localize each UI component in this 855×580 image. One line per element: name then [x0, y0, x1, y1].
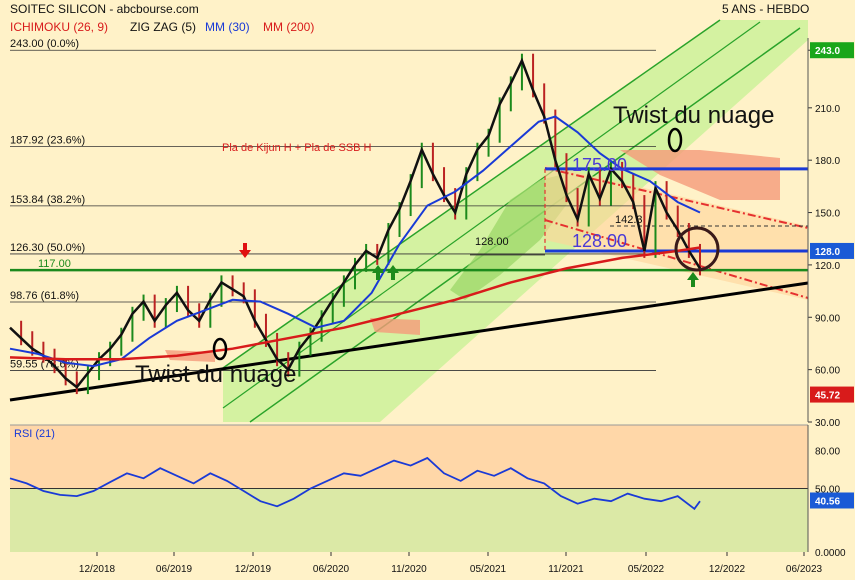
x-tick-label-4: 11/2020	[391, 564, 427, 575]
rsi-upper-zone	[10, 425, 808, 489]
fib-label-2: 153.84 (38.2%)	[10, 194, 85, 206]
chart-period: 5 ANS - HEBDO	[722, 2, 810, 16]
ichimoku-cloud-green	[450, 175, 570, 300]
downtrend-lower	[544, 219, 809, 299]
support-117-label: 117.00	[38, 258, 71, 270]
level-175-label: 175.00	[572, 155, 627, 175]
y-tick-label-2: 180.0	[815, 156, 840, 167]
sell-arrow	[239, 243, 251, 258]
price-marker-last: 128.0	[815, 247, 840, 258]
rsi-tick-label-0: 80.00	[815, 446, 840, 457]
x-tick-label-7: 05/2022	[628, 564, 665, 575]
rsi-tick-label-2: 0.0000	[815, 548, 846, 559]
long-trendline	[9, 281, 809, 402]
legend-mm30: MM (30)	[205, 20, 250, 34]
x-tick-label-2: 12/2019	[235, 564, 272, 575]
y-tick-label-6: 60.00	[815, 366, 840, 377]
price-marker-low-bg	[810, 386, 854, 403]
annotation-kijun: Pla de Kijun H + Pla de SSB H	[222, 142, 372, 154]
mm200-line	[9, 246, 701, 361]
rsi-tick-label-1: 50.00	[815, 485, 840, 496]
ichimoku-cloud-red-2	[370, 318, 420, 335]
buy-arrow-1	[372, 265, 384, 280]
buy-arrow-3	[687, 272, 699, 287]
price-marker-high: 243.0	[815, 46, 840, 57]
price-marker-low: 45.72	[815, 391, 840, 402]
fib-label-3: 126.30 (50.0%)	[10, 242, 85, 254]
x-tick-label-3: 06/2020	[313, 564, 350, 575]
ichimoku-cloud-red	[620, 150, 780, 200]
rsi-line	[9, 456, 701, 511]
fib-label-4: 98.76 (61.8%)	[10, 290, 79, 302]
axis-bg	[808, 0, 855, 580]
annotation-twist-2: Twist du nuage	[613, 102, 774, 129]
chart-title: SOITEC SILICON - abcbourse.com	[10, 2, 199, 16]
x-tick-label-6: 11/2021	[548, 564, 584, 575]
price-marker-last-bg	[810, 242, 854, 259]
mm30-line	[9, 115, 701, 368]
y-tick-label-7: 30.00	[815, 418, 840, 429]
rsi-last-marker-bg	[810, 492, 854, 509]
low-circle	[674, 226, 720, 272]
channel-mid-line	[222, 21, 761, 409]
buy-arrow-2	[387, 265, 399, 280]
fib-label-0: 243.00 (0.0%)	[10, 38, 79, 50]
fib-label-1: 187.92 (23.6%)	[10, 134, 85, 146]
level-128-small-label: 128.00	[475, 236, 509, 248]
x-tick-label-0: 12/2018	[79, 564, 116, 575]
y-tick-label-3: 150.0	[815, 209, 840, 220]
channel-upper-line	[222, 19, 721, 369]
level-128-big-label: 128.00	[572, 231, 627, 251]
twist-marker-1	[212, 337, 228, 361]
x-tick-label-5: 05/2021	[470, 564, 507, 575]
x-tick-label-1: 06/2019	[156, 564, 193, 575]
x-tick-label-9: 06/2023	[786, 564, 823, 575]
rsi-lower-zone	[10, 488, 808, 552]
zigzag-line	[9, 57, 702, 389]
legend-zigzag: ZIG ZAG (5)	[130, 20, 196, 34]
legend-mm200: MM (200)	[263, 20, 315, 34]
twist-marker-2	[667, 127, 683, 153]
rsi-last-marker: 40.56	[815, 496, 840, 507]
y-tick-label-5: 90.00	[815, 313, 840, 324]
x-tick-label-8: 12/2022	[709, 564, 746, 575]
legend-ichimoku: ICHIMOKU (26, 9)	[10, 20, 109, 34]
level-142-label: 142.3	[615, 214, 643, 226]
price-marker-high-bg	[810, 42, 854, 59]
y-tick-label-4: 120.0	[815, 261, 840, 272]
y-tick-label-1: 210.0	[815, 104, 840, 115]
rsi-label: RSI (21)	[14, 428, 55, 440]
annotation-twist-1: Twist du nuage	[135, 361, 296, 388]
